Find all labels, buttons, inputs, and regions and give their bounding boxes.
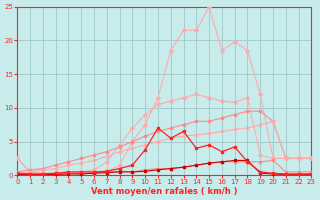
X-axis label: Vent moyen/en rafales ( km/h ): Vent moyen/en rafales ( km/h ) (91, 187, 238, 196)
